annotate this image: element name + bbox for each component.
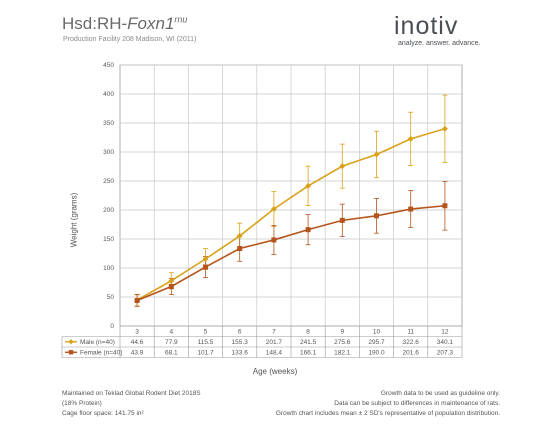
y-tick-label: 450 <box>103 62 114 69</box>
data-point-male <box>270 206 277 213</box>
x-tick-label: 12 <box>441 329 449 336</box>
data-point-female <box>442 203 448 209</box>
data-point-male <box>373 151 380 158</box>
legend-marker-diamond <box>68 339 74 345</box>
chart-title: Hsd:RH-Foxn1rnu <box>62 14 187 34</box>
footer-left-line: Cage floor space: 141.75 in² <box>62 410 144 417</box>
table-value: 155.3 <box>232 339 249 346</box>
data-point-female <box>168 284 174 290</box>
x-tick-label: 3 <box>135 329 139 336</box>
data-point-male <box>202 256 209 263</box>
title-gene: Foxn1 <box>127 14 175 33</box>
data-point-female <box>408 206 414 212</box>
data-point-male <box>236 232 243 239</box>
data-point-male <box>168 277 175 284</box>
data-point-male <box>339 163 346 170</box>
data-point-female <box>203 264 208 270</box>
table-value: 275.6 <box>334 339 351 346</box>
footer-right-line: Growth data to be used as guideline only… <box>380 390 500 397</box>
x-tick-label: 5 <box>204 329 208 336</box>
table-value: 201.6 <box>403 350 420 357</box>
table-value: 68.1 <box>165 350 178 357</box>
y-tick-label: 200 <box>103 207 114 214</box>
series-line <box>136 127 446 301</box>
data-point-male <box>441 125 448 132</box>
data-point-female <box>339 217 345 223</box>
x-tick-label: 10 <box>373 329 381 336</box>
data-point-female <box>271 237 277 243</box>
y-tick-label: 300 <box>103 149 114 156</box>
y-tick-label: 350 <box>103 120 114 127</box>
x-tick-label: 8 <box>306 329 310 336</box>
y-tick-label: 250 <box>103 178 114 185</box>
data-point-female <box>305 227 311 233</box>
y-tick-label: 150 <box>103 236 114 243</box>
table-value: 340.1 <box>437 339 454 346</box>
data-point-male <box>407 135 414 142</box>
legend-label: Male (n=40) <box>80 339 115 346</box>
table-value: 148.4 <box>266 350 283 357</box>
x-tick-label: 11 <box>407 329 414 336</box>
table-value: 77.9 <box>165 339 178 346</box>
table-value: 207.3 <box>437 350 454 357</box>
inotiv-logo: inotiv <box>394 12 458 41</box>
footer-left-line: Maintained on Teklad Global Rodent Diet … <box>62 390 201 397</box>
logo-text: inotiv <box>394 12 459 40</box>
x-tick-label: 7 <box>272 329 276 336</box>
y-axis-title: Weight (grams) <box>69 192 79 248</box>
y-tick-label: 0 <box>110 323 114 330</box>
data-point-male <box>305 182 312 189</box>
footer-diet-info: Maintained on Teklad Global Rodent Diet … <box>62 389 201 419</box>
table-value: 101.7 <box>197 350 214 357</box>
table-value: 182.1 <box>334 350 351 357</box>
title-superscript: rnu <box>174 14 188 25</box>
table-value: 44.6 <box>131 339 144 346</box>
x-tick-label: 6 <box>238 329 242 336</box>
data-point-female <box>237 246 243 252</box>
y-tick-label: 100 <box>103 265 114 272</box>
x-tick-label: 4 <box>169 329 173 336</box>
series-line <box>136 204 445 302</box>
table-value: 322.6 <box>403 339 420 346</box>
footer-right-line: Growth chart includes mean ± 2 SD's repr… <box>275 410 500 417</box>
chart-subtitle: Production Facility 208 Madison, WI (201… <box>63 36 197 43</box>
table-value: 166.1 <box>300 350 317 357</box>
table-value: 295.7 <box>368 339 385 346</box>
table-value: 241.5 <box>300 339 317 346</box>
footer-left-line: (18% Protein) <box>62 400 102 407</box>
x-axis-title: Age (weeks) <box>252 367 298 376</box>
legend-label: Female (n=40) <box>80 350 122 357</box>
table-value: 115.5 <box>198 339 214 346</box>
data-point-female <box>374 213 379 219</box>
y-tick-label: 400 <box>103 91 114 98</box>
table-value: 201.7 <box>266 339 283 346</box>
y-tick-label: 50 <box>107 294 115 301</box>
footer-right-line: Data can be subject to differences in ma… <box>334 400 500 407</box>
title-prefix: Hsd:RH- <box>62 14 128 33</box>
data-point-female <box>134 298 140 304</box>
footer-disclaimer: Growth data to be used as guideline only… <box>276 389 500 419</box>
table-value: 190.0 <box>368 350 385 357</box>
legend-marker-square <box>68 350 74 355</box>
table-value: 133.6 <box>232 350 249 357</box>
logo-tagline: analyze. answer. advance. <box>398 40 481 47</box>
x-tick-label: 9 <box>340 329 344 336</box>
table-value: 43.9 <box>131 350 144 357</box>
